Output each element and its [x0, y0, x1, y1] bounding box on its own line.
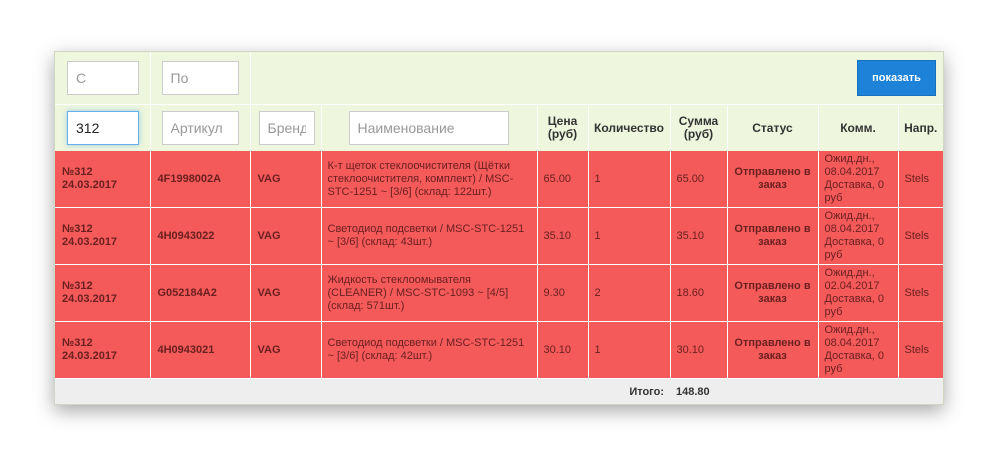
sum-cell: 30.10: [670, 321, 728, 379]
total-label: Итого:: [55, 378, 670, 404]
quantity-cell: 2: [588, 264, 671, 322]
name-cell: Светодиод подсветки / MSC-STC-1251 ~ [3/…: [321, 207, 538, 265]
price-cell: 65.00: [537, 151, 589, 208]
price-cell: 30.10: [537, 321, 589, 379]
name-cell: К-т щеток стеклоочистителя (Щётки стекло…: [321, 151, 538, 208]
status-cell: Отправлено в заказ: [727, 321, 819, 379]
sum-cell: 65.00: [670, 151, 728, 208]
order-cell: №312 24.03.2017: [55, 207, 151, 265]
direction-cell: Stels: [898, 207, 943, 265]
price-cell: 9.30: [537, 264, 589, 322]
quantity-cell: 1: [588, 207, 671, 265]
total-value: 148.80: [670, 378, 943, 404]
show-button[interactable]: показать: [857, 60, 936, 96]
direction-cell: Stels: [898, 321, 943, 379]
filter-row: показать: [55, 52, 943, 105]
sum-cell: 35.10: [670, 207, 728, 265]
article-cell: 4H0943021: [150, 321, 251, 379]
brand-cell: VAG: [250, 151, 322, 208]
sum-header-unit: (руб): [683, 127, 714, 141]
order-date: 24.03.2017: [62, 236, 118, 248]
header-row: Цена (руб) Количество Сумма (руб) Статус…: [55, 104, 943, 151]
order-date: 24.03.2017: [62, 179, 118, 191]
date-from-input[interactable]: [67, 61, 139, 95]
date-to-input[interactable]: [161, 61, 239, 95]
order-cell: №312 24.03.2017: [55, 151, 151, 208]
sum-cell: 18.60: [670, 264, 728, 322]
order-number: №312: [62, 280, 93, 292]
article-cell: 4H0943022: [150, 207, 251, 265]
price-header-label: Цена: [547, 114, 578, 128]
quantity-cell: 1: [588, 151, 671, 208]
price-cell: 35.10: [537, 207, 589, 265]
table-row[interactable]: №312 24.03.2017 4H0943021 VAG Светодиод п…: [55, 321, 943, 379]
article-input[interactable]: [161, 111, 239, 145]
name-cell: Светодиод подсветки / MSC-STC-1251 ~ [3/…: [321, 321, 538, 379]
order-number-input[interactable]: [67, 111, 139, 145]
column-header-comment: Комм.: [818, 104, 899, 151]
quantity-cell: 1: [588, 321, 671, 379]
sum-header-label: Сумма: [678, 114, 719, 128]
direction-cell: Stels: [898, 264, 943, 322]
brand-cell: VAG: [250, 321, 322, 379]
order-date: 24.03.2017: [62, 350, 118, 362]
status-cell: Отправлено в заказ: [727, 264, 819, 322]
column-header-quantity: Количество: [588, 104, 671, 151]
column-header-direction: Напр.: [898, 104, 943, 151]
comment-cell: Ожид.дн., 08.04.2017 Доставка, 0 руб: [818, 207, 899, 265]
comment-cell: Ожид.дн., 08.04.2017 Доставка, 0 руб: [818, 151, 899, 208]
brand-input[interactable]: [258, 111, 315, 145]
table-row[interactable]: №312 24.03.2017 G052184A2 VAG Жидкость ст…: [55, 264, 943, 322]
name-input[interactable]: [348, 111, 509, 145]
article-cell: G052184A2: [150, 264, 251, 322]
total-row: Итого: 148.80: [55, 378, 943, 404]
order-number: №312: [62, 337, 93, 349]
comment-cell: Ожид.дн., 08.04.2017 Доставка, 0 руб: [818, 321, 899, 379]
table-row[interactable]: №312 24.03.2017 4F1998002A VAG К-т щеток …: [55, 151, 943, 208]
brand-cell: VAG: [250, 207, 322, 265]
order-cell: №312 24.03.2017: [55, 264, 151, 322]
brand-cell: VAG: [250, 264, 322, 322]
column-header-sum: Сумма (руб): [670, 104, 728, 151]
order-cell: №312 24.03.2017: [55, 321, 151, 379]
orders-table: показать Цена (руб) Количество Сумма: [55, 52, 943, 404]
status-cell: Отправлено в заказ: [727, 151, 819, 208]
order-number: №312: [62, 223, 93, 235]
comment-cell: Ожид.дн., 02.04.2017 Доставка, 0 руб: [818, 264, 899, 322]
price-header-unit: (руб): [547, 127, 578, 141]
table-row[interactable]: №312 24.03.2017 4H0943022 VAG Светодиод п…: [55, 207, 943, 265]
order-number: №312: [62, 166, 93, 178]
article-cell: 4F1998002A: [150, 151, 251, 208]
column-header-price: Цена (руб): [537, 104, 589, 151]
direction-cell: Stels: [898, 151, 943, 208]
name-cell: Жидкость стеклоомывателя (CLEANER) / MSC…: [321, 264, 538, 322]
order-date: 24.03.2017: [62, 293, 118, 305]
orders-panel: показать Цена (руб) Количество Сумма: [54, 51, 944, 405]
status-cell: Отправлено в заказ: [727, 207, 819, 265]
column-header-status: Статус: [727, 104, 819, 151]
